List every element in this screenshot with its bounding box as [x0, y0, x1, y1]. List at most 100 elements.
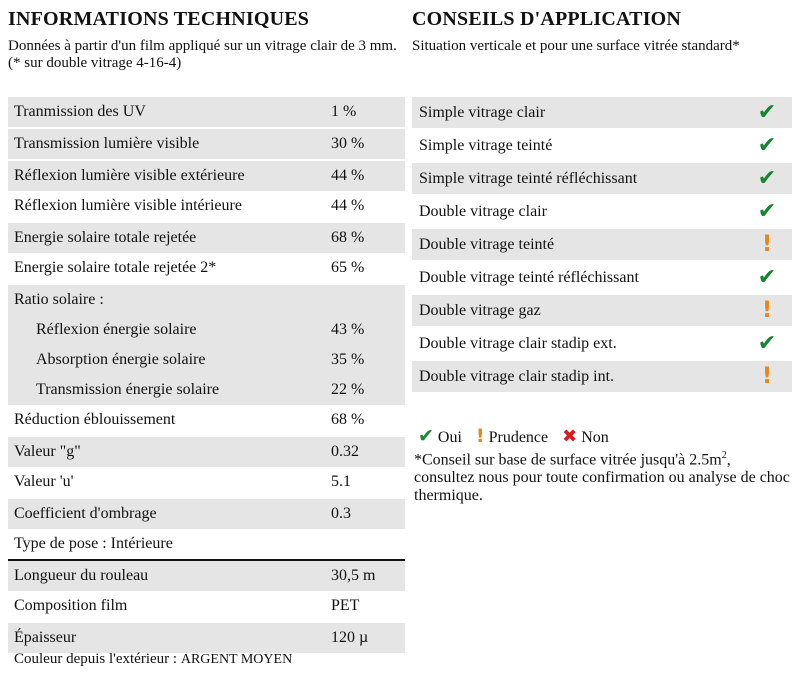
row-label: Double vitrage clair stadip int.: [412, 359, 742, 392]
check-icon: ✔: [757, 198, 777, 224]
row-value: 5.1: [331, 467, 405, 498]
row-label: Type de pose : Intérieure: [8, 529, 331, 561]
row-value: 44 %: [331, 191, 405, 222]
technical-info-intro: Données à partir d'un film appliqué sur …: [8, 38, 397, 71]
row-value: 68 %: [331, 405, 405, 436]
table-row: Réduction éblouissement 68 %: [8, 405, 405, 436]
row-label: Double vitrage teinté réfléchissant: [412, 260, 742, 294]
row-label: Transmission lumière visible: [8, 127, 331, 160]
row-label: Épaisseur: [8, 621, 331, 653]
row-value: 120 µ: [331, 621, 405, 653]
row-value: 65 %: [331, 253, 405, 284]
check-icon: ✔: [757, 99, 777, 125]
table-row: Valeur "g" 0.32: [8, 435, 405, 467]
row-label: Energie solaire totale rejetée: [8, 221, 331, 253]
row-value: 0.32: [331, 435, 405, 467]
table-row: Réflexion lumière visible intérieure 44 %: [8, 191, 405, 222]
row-value: 35 %: [331, 345, 405, 375]
row-label: Simple vitrage teinté réfléchissant: [412, 161, 742, 195]
table-row: Tranmission des UV 1 %: [8, 95, 405, 128]
row-label: Réflexion lumière visible extérieure: [8, 159, 331, 191]
legend: ✔ Oui ! Prudence ✖ Non: [418, 425, 619, 448]
application-advice-table: Simple vitrage clair ✔ Simple vitrage tei…: [412, 95, 792, 392]
footnote-text: *Conseil sur base de surface vitrée jusq…: [414, 451, 722, 469]
couleur-value: ARGENT MOYEN: [180, 652, 293, 667]
footnote-superscript: 2: [721, 450, 727, 461]
table-row: Energie solaire totale rejetée 2* 65 %: [8, 253, 405, 284]
table-row: Type de pose : Intérieure: [8, 529, 405, 561]
table-row: Transmission lumière visible 30 %: [8, 127, 405, 160]
legend-prudence: Prudence: [488, 429, 549, 446]
check-icon: ✔: [418, 425, 434, 447]
row-value: 44 %: [331, 159, 405, 191]
table-row: Composition film PET: [8, 591, 405, 622]
check-icon: ✔: [757, 330, 777, 356]
exclamation-icon: !: [475, 425, 485, 447]
application-advice-intro: Situation verticale et pour une surface …: [412, 38, 740, 54]
row-value: [331, 283, 405, 315]
table-row: Transmission énergie solaire 22 %: [8, 375, 405, 405]
table-row: Ratio solaire :: [8, 283, 405, 315]
technical-info-title: INFORMATIONS TECHNIQUES: [8, 8, 310, 30]
technical-info-section: INFORMATIONS TECHNIQUES Données à partir…: [8, 0, 405, 667]
row-label: Simple vitrage clair: [412, 95, 742, 129]
row-label: Valeur "g": [8, 435, 331, 467]
table-row: Absorption énergie solaire 35 %: [8, 345, 405, 375]
application-advice-section: CONSEILS D'APPLICATION Situation vertica…: [412, 0, 792, 504]
table-row: Double vitrage clair stadip int.!: [412, 359, 792, 392]
row-value: 0.3: [331, 497, 405, 529]
check-icon: ✔: [757, 132, 777, 158]
row-label: Double vitrage clair stadip ext.: [412, 326, 742, 360]
row-label: Double vitrage clair: [412, 194, 742, 228]
table-row: Simple vitrage teinté ✔: [412, 128, 792, 162]
row-label: Composition film: [8, 591, 331, 622]
couleur-label: Couleur depuis l'extérieur :: [14, 651, 178, 667]
row-label: Transmission énergie solaire: [8, 375, 331, 405]
row-value: 30 %: [331, 127, 405, 160]
exclamation-icon: !: [761, 297, 773, 323]
table-row: Coefficient d'ombrage 0.3: [8, 497, 405, 529]
row-value: PET: [331, 591, 405, 622]
row-label: Réflexion lumière visible intérieure: [8, 191, 331, 222]
technical-info-table: Tranmission des UV 1 % Transmission lumiè…: [8, 95, 405, 653]
row-label: Valeur 'u': [8, 467, 331, 498]
footnote: *Conseil sur base de surface vitrée jusq…: [414, 447, 792, 505]
row-label: Tranmission des UV: [8, 95, 331, 128]
row-value: 1 %: [331, 95, 405, 128]
row-value: 22 %: [331, 375, 405, 405]
table-row: Épaisseur 120 µ: [8, 621, 405, 653]
row-label: Double vitrage teinté: [412, 227, 742, 261]
table-row: Double vitrage teinté!: [412, 227, 792, 261]
table-row: Double vitrage clair stadip ext. ✔: [412, 326, 792, 360]
row-label: Absorption énergie solaire: [8, 345, 331, 375]
footnote-text-end: , consultez nous pour toute confirmation…: [414, 451, 790, 505]
table-row: Double vitrage gaz!: [412, 293, 792, 327]
row-value: [331, 529, 405, 561]
table-row: Double vitrage clair ✔: [412, 194, 792, 228]
table-row: Simple vitrage teinté réfléchissant ✔: [412, 161, 792, 195]
table-row: Simple vitrage clair ✔: [412, 95, 792, 129]
row-label: Energie solaire totale rejetée 2*: [8, 253, 331, 284]
row-label: Double vitrage gaz: [412, 293, 742, 327]
table-row: Réflexion énergie solaire 43 %: [8, 315, 405, 345]
check-icon: ✔: [757, 165, 777, 191]
row-label: Ratio solaire :: [8, 283, 331, 315]
table-row: Valeur 'u' 5.1: [8, 467, 405, 498]
row-label: Longueur du rouleau: [8, 559, 331, 591]
check-icon: ✔: [757, 264, 777, 290]
legend-oui: Oui: [437, 429, 462, 446]
exclamation-icon: !: [761, 231, 773, 257]
table-row: Double vitrage teinté réfléchissant ✔: [412, 260, 792, 294]
table-row: Longueur du rouleau 30,5 m: [8, 559, 405, 591]
application-advice-title: CONSEILS D'APPLICATION: [412, 8, 682, 30]
exclamation-icon: !: [761, 363, 773, 389]
row-label: Réflexion énergie solaire: [8, 315, 331, 345]
legend-non: Non: [581, 429, 609, 446]
row-label: Réduction éblouissement: [8, 405, 331, 436]
row-value: 43 %: [331, 315, 405, 345]
row-label: Coefficient d'ombrage: [8, 497, 331, 529]
cross-icon: ✖: [562, 426, 578, 447]
row-value: 30,5 m: [331, 559, 405, 591]
row-value: 68 %: [331, 221, 405, 253]
table-row: Energie solaire totale rejetée 68 %: [8, 221, 405, 253]
